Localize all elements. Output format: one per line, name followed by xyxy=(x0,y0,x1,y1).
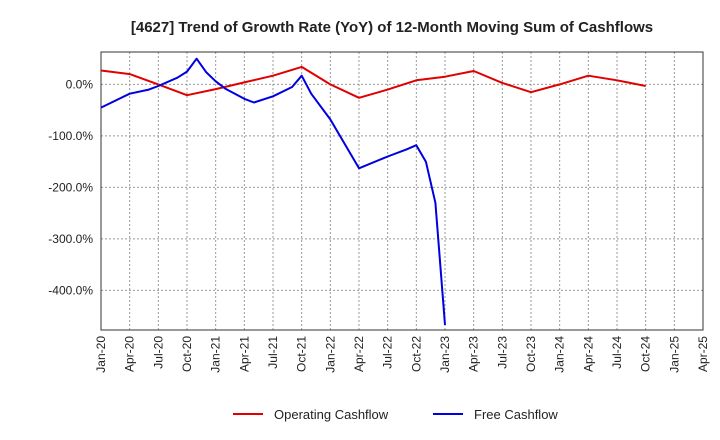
x-tick-label: Jan-25 xyxy=(667,336,681,373)
x-tick-label: Jan-21 xyxy=(209,336,223,373)
y-tick-label: -100.0% xyxy=(48,129,93,143)
legend: Operating Cashflow Free Cashflow xyxy=(233,407,558,422)
legend-label-operating-cashflow: Operating Cashflow xyxy=(274,407,389,422)
x-tick-label: Jan-22 xyxy=(323,336,337,373)
x-tick-label: Apr-22 xyxy=(352,336,366,372)
x-tick-label: Jul-21 xyxy=(266,336,280,369)
x-tick-label: Oct-20 xyxy=(180,336,194,372)
x-tick-label: Oct-24 xyxy=(639,336,653,372)
x-tick-label: Jul-23 xyxy=(495,336,509,369)
x-tick-label: Apr-20 xyxy=(123,336,137,372)
x-tick-label: Jul-24 xyxy=(610,336,624,369)
x-tick-label: Oct-21 xyxy=(295,336,309,372)
chart-title: [4627] Trend of Growth Rate (YoY) of 12-… xyxy=(131,19,653,36)
x-tick-label: Jan-23 xyxy=(438,336,452,373)
plot-area xyxy=(101,52,703,330)
legend-label-free-cashflow: Free Cashflow xyxy=(474,407,558,422)
grid-lines xyxy=(101,52,703,330)
x-tick-label: Jan-20 xyxy=(94,336,108,373)
x-tick-label: Jul-20 xyxy=(151,336,165,369)
x-tick-label: Apr-25 xyxy=(696,336,710,372)
y-tick-label: -300.0% xyxy=(48,232,93,246)
series-lines xyxy=(100,57,646,325)
x-axis: Jan-20 Apr-20 Jul-20 Oct-20 Jan-21 Apr-21 Jul-… xyxy=(94,336,710,373)
x-tick-label: Apr-21 xyxy=(237,336,251,372)
x-tick-label: Jul-22 xyxy=(381,336,395,369)
y-axis: 0.0% -100.0% -200.0% -300.0% -400.0% xyxy=(48,77,93,297)
x-tick-label: Oct-23 xyxy=(524,336,538,372)
y-tick-label: 0.0% xyxy=(66,77,94,91)
x-tick-label: Apr-24 xyxy=(581,336,595,372)
x-tick-label: Apr-23 xyxy=(467,336,481,372)
operating-cashflow-line xyxy=(100,65,646,99)
free-cashflow-line xyxy=(100,57,446,325)
plot-frame xyxy=(100,51,704,331)
y-tick-label: -200.0% xyxy=(48,180,93,194)
y-tick-label: -400.0% xyxy=(48,283,93,297)
x-tick-label: Oct-22 xyxy=(409,336,423,372)
x-tick-label: Jan-24 xyxy=(553,336,567,373)
